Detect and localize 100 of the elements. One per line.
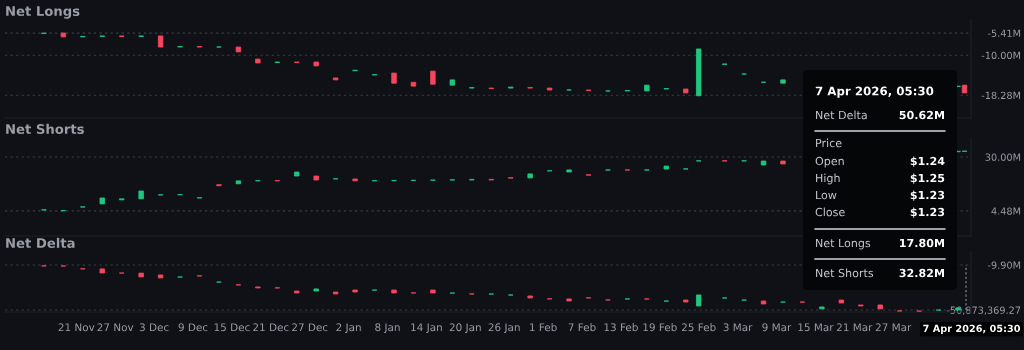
- candlestick: [332, 291, 339, 295]
- candlestick: [961, 84, 968, 94]
- y-tick-label: -5.41M: [987, 29, 1021, 37]
- candlestick: [138, 190, 144, 200]
- annotation: Net Delta: [816, 110, 867, 120]
- candlestick: [99, 268, 105, 274]
- x-tick-label: 27 Nov: [97, 323, 134, 332]
- candlestick: [760, 160, 767, 166]
- candlestick: [527, 295, 533, 299]
- x-tick-label: 8 Jan: [375, 323, 400, 334]
- candlestick: [352, 178, 358, 182]
- annotation: Low: [816, 190, 837, 200]
- candlestick: [683, 299, 689, 303]
- candlestick: [60, 32, 67, 38]
- x-tick-label: 27 Dec: [292, 323, 328, 332]
- x-tick-label: 21 Nov: [58, 323, 95, 332]
- candlestick: [235, 180, 242, 185]
- x-tick-label: 21 Mar: [836, 323, 873, 332]
- x-tick-label: 15 Mar: [798, 323, 834, 332]
- candlestick: [819, 306, 825, 310]
- y-tick-label: 30.00M: [985, 153, 1021, 161]
- candlestick: [858, 304, 864, 307]
- annotation: $1.24: [910, 156, 945, 167]
- x-tick-label: 26 Jan: [488, 323, 520, 334]
- x-tick-label: 14 Jan: [411, 323, 442, 334]
- candlestick: [527, 173, 533, 179]
- annotation: $1.25: [910, 173, 945, 184]
- x-tick-label: 13 Feb: [604, 323, 638, 332]
- candlestick: [138, 272, 144, 278]
- candlestick: [313, 288, 319, 292]
- y-tick-label: -9.90M: [987, 261, 1021, 269]
- text: 17.80M: [900, 238, 944, 248]
- candlestick: [780, 79, 786, 84]
- x-tick-label: 3 Dec: [139, 323, 169, 332]
- candlestick: [430, 70, 436, 85]
- candlestick: [80, 35, 86, 38]
- y-tick-label: -50,873,369.27: [946, 306, 1021, 315]
- annotation: 7 Apr 2026, 05:30: [815, 86, 934, 98]
- annotation: $1.23: [910, 190, 945, 201]
- candlestick: [488, 178, 494, 181]
- chart-title: Net Shorts: [6, 123, 84, 135]
- candlestick: [508, 86, 514, 89]
- x-tick-label: 7 Feb: [568, 323, 596, 332]
- x-tick-label: 1 Feb: [530, 323, 557, 332]
- candlestick: [644, 84, 650, 92]
- candlestick: [157, 274, 164, 279]
- annotation: 32.82M: [899, 268, 944, 278]
- x-tick-label: 19 Feb: [643, 323, 677, 332]
- annotation: 50.62M: [899, 110, 944, 120]
- annotation: Close: [815, 207, 845, 217]
- y-tick-label: 4.48M: [991, 207, 1021, 215]
- candlestick: [410, 81, 417, 87]
- annotation: Open: [815, 156, 844, 168]
- y-tick-label: -10.00M: [981, 51, 1021, 60]
- candlestick: [663, 165, 669, 170]
- candlestick: [449, 79, 456, 86]
- candlestick: [216, 184, 222, 187]
- candlestick: [546, 87, 553, 91]
- annotation: Price: [816, 138, 842, 148]
- candlestick: [469, 178, 475, 181]
- candlestick: [99, 197, 105, 205]
- x-tick-label: 9 Mar: [762, 323, 792, 332]
- annotation: Net Shorts: [816, 268, 874, 278]
- chart-title: Net Longs: [6, 6, 80, 19]
- annotation: High: [816, 173, 840, 185]
- candlestick: [696, 48, 702, 97]
- candlestick: [332, 77, 339, 81]
- candlestick: [313, 61, 319, 67]
- x-tick-label: 15 Dec: [214, 323, 250, 332]
- x-tick-label: 27 Mar: [875, 323, 912, 332]
- text: Net Longs: [816, 238, 871, 250]
- candlestick: [430, 289, 436, 294]
- candlestick: [683, 88, 689, 94]
- candlestick: [294, 290, 300, 294]
- candlestick: [255, 58, 261, 64]
- candlestick: [955, 307, 961, 311]
- x-tick-label: 3 Mar: [723, 323, 753, 332]
- candlestick: [313, 175, 319, 181]
- x-tick-label: 2 Jan: [336, 323, 361, 334]
- x-tick-label: 21 Dec: [253, 323, 289, 332]
- candlestick: [760, 300, 767, 305]
- candlestick: [119, 198, 125, 201]
- candlestick: [838, 299, 845, 304]
- candlestick: [566, 169, 572, 173]
- candlestick: [157, 35, 164, 48]
- candlestick: [391, 72, 397, 84]
- x-tick-label: 9 Dec: [178, 323, 208, 332]
- x-tick-label: 25 Feb: [681, 323, 716, 332]
- candlestick: [780, 160, 786, 165]
- x-tick-label: 20 Jan: [449, 323, 481, 334]
- candlestick: [235, 46, 242, 53]
- ref-line-label: 7 Apr 2026, 05:30: [923, 324, 1021, 334]
- candlestick: [352, 69, 358, 72]
- candlestick: [566, 298, 572, 302]
- candlestick: [352, 289, 358, 293]
- y-tick-label: -18.28M: [981, 91, 1021, 100]
- candlestick: [696, 294, 702, 307]
- candlestick: [255, 286, 261, 289]
- annotation: $1.23: [910, 207, 945, 218]
- candlestick: [294, 171, 300, 177]
